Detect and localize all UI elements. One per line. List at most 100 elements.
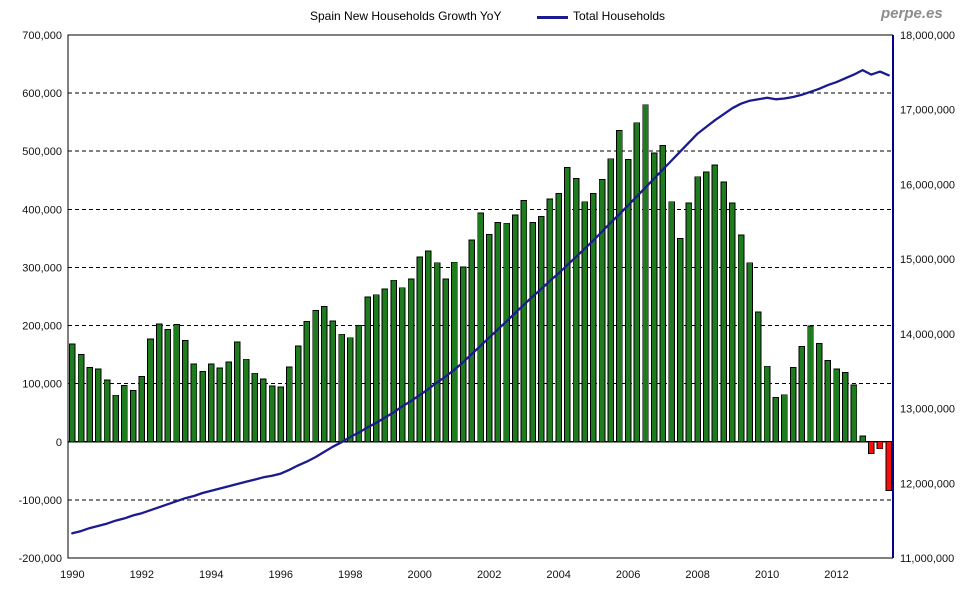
yoy-decline-bar — [885, 441, 892, 492]
yoy-growth-bar — [737, 234, 745, 443]
yoy-growth-bar — [659, 144, 667, 443]
yoy-growth-bar — [781, 394, 788, 443]
yoy-growth-bar — [277, 386, 285, 443]
yoy-growth-bar — [572, 178, 580, 443]
yoy-growth-bar — [590, 193, 597, 443]
yoy-growth-bar — [286, 366, 293, 443]
right-axis-tick-label: 18,000,000 — [900, 30, 955, 42]
left-axis-tick-label: -100,000 — [19, 495, 62, 507]
left-axis-tick-label: 300,000 — [22, 262, 62, 274]
x-axis-tick-label: 2006 — [616, 569, 640, 581]
yoy-growth-bar — [390, 279, 397, 443]
yoy-growth-bar — [703, 171, 710, 443]
yoy-growth-bar — [346, 337, 354, 443]
right-axis-tick-label: 15,000,000 — [900, 254, 955, 266]
yoy-growth-bar — [520, 200, 528, 443]
yoy-growth-bar — [251, 372, 258, 443]
x-axis-tick-label: 1994 — [199, 569, 223, 581]
x-axis-tick-label: 2010 — [755, 569, 779, 581]
right-axis-tick-label: 11,000,000 — [900, 553, 954, 565]
yoy-growth-bar — [511, 214, 519, 443]
yoy-growth-bar — [112, 394, 120, 443]
yoy-growth-bar — [564, 167, 571, 443]
x-axis-tick-label: 2004 — [546, 569, 570, 581]
yoy-growth-bar — [442, 278, 450, 443]
yoy-growth-bar — [173, 323, 180, 443]
yoy-growth-bar — [720, 181, 727, 443]
yoy-growth-bar — [538, 215, 545, 443]
yoy-growth-bar — [355, 325, 363, 443]
yoy-growth-bar — [242, 358, 250, 443]
yoy-growth-bar — [208, 363, 215, 443]
yoy-growth-bar — [95, 368, 102, 443]
left-axis-tick-label: 400,000 — [22, 204, 62, 216]
yoy-growth-bar — [425, 250, 432, 443]
yoy-growth-bar — [451, 261, 458, 443]
yoy-growth-bar — [789, 366, 797, 443]
yoy-growth-bar — [329, 320, 337, 443]
yoy-growth-bar — [338, 333, 345, 443]
right-axis-tick-label: 14,000,000 — [900, 329, 955, 341]
yoy-growth-bar — [373, 294, 380, 443]
yoy-growth-bar — [294, 345, 302, 443]
yoy-growth-bar — [529, 222, 536, 443]
x-axis-tick-label: 1996 — [269, 569, 293, 581]
yoy-growth-bar — [581, 201, 588, 443]
yoy-growth-bar — [121, 384, 128, 443]
right-axis-tick-label: 12,000,000 — [900, 478, 955, 490]
yoy-growth-bar — [477, 212, 484, 443]
yoy-growth-bar — [694, 176, 701, 443]
yoy-growth-bar — [312, 309, 319, 443]
yoy-growth-bar — [199, 371, 206, 443]
yoy-growth-bar — [260, 378, 267, 443]
left-axis-tick-label: 200,000 — [22, 321, 62, 333]
yoy-growth-bar — [234, 341, 241, 443]
yoy-growth-bar — [129, 390, 137, 443]
yoy-growth-bar — [668, 201, 675, 443]
yoy-growth-bar — [650, 152, 658, 443]
yoy-growth-bar — [859, 435, 866, 443]
yoy-growth-bar — [459, 266, 467, 443]
left-axis-tick-label: 0 — [56, 437, 62, 449]
legend-line-sample — [537, 16, 568, 19]
yoy-growth-bar — [103, 379, 111, 443]
yoy-growth-bar — [433, 262, 441, 443]
yoy-growth-bar — [815, 343, 823, 443]
left-axis-tick-label: 100,000 — [22, 379, 62, 391]
yoy-growth-bar — [546, 198, 554, 443]
yoy-growth-bar — [772, 397, 780, 443]
yoy-growth-bar — [624, 158, 632, 443]
x-axis-tick-label: 1992 — [130, 569, 154, 581]
yoy-growth-bar — [364, 296, 371, 443]
x-axis-tick-label: 1998 — [338, 569, 362, 581]
yoy-growth-bar — [763, 365, 771, 443]
yoy-growth-bar — [69, 343, 76, 443]
yoy-growth-bar — [164, 329, 172, 443]
chart-title: Spain New Households Growth YoY — [310, 9, 502, 23]
total-households-line — [71, 68, 890, 535]
yoy-growth-bar — [416, 256, 423, 443]
x-axis-tick-label: 2000 — [407, 569, 431, 581]
yoy-growth-bar — [798, 346, 806, 443]
x-axis-tick-label: 2008 — [685, 569, 709, 581]
yoy-growth-bar — [616, 129, 623, 443]
yoy-decline-bar — [876, 441, 884, 450]
x-axis-tick-label: 1990 — [60, 569, 84, 581]
yoy-growth-bar — [407, 278, 415, 443]
plot-border — [67, 34, 893, 559]
yoy-growth-bar — [190, 363, 198, 443]
left-axis-tick-label: 700,000 — [22, 30, 62, 42]
yoy-growth-bar — [399, 287, 406, 443]
yoy-growth-bar — [303, 321, 311, 443]
yoy-growth-bar — [685, 202, 693, 443]
yoy-growth-bar — [268, 385, 276, 443]
right-axis-tick-label: 13,000,000 — [900, 404, 955, 416]
yoy-growth-bar — [642, 104, 649, 443]
yoy-growth-bar — [468, 239, 476, 443]
right-axis-tick-label: 16,000,000 — [900, 179, 955, 191]
x-axis-tick-label: 2002 — [477, 569, 501, 581]
yoy-growth-bar — [711, 164, 719, 443]
yoy-growth-bar — [181, 340, 189, 443]
